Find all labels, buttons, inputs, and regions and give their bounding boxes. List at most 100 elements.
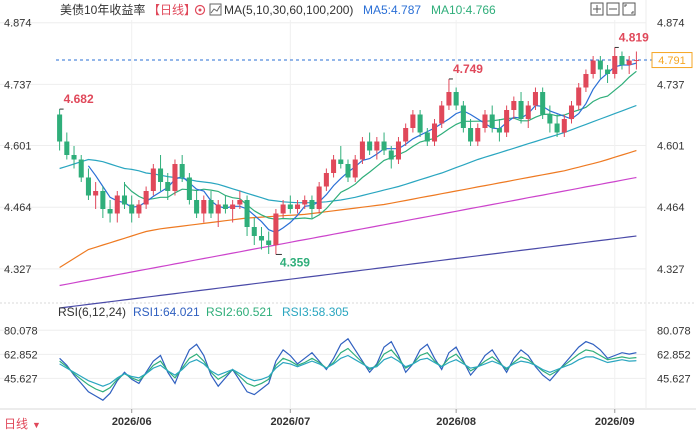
candle-body — [417, 114, 423, 133]
candle-body — [71, 155, 77, 160]
candle — [403, 123, 409, 146]
candle — [446, 78, 452, 110]
candle — [388, 146, 394, 169]
candle — [194, 191, 200, 218]
candle — [331, 155, 337, 178]
candle — [489, 105, 495, 133]
candle-body — [489, 114, 495, 128]
candle-body — [158, 168, 164, 182]
candle — [468, 119, 474, 146]
candle — [475, 123, 481, 146]
candle-body — [201, 200, 207, 214]
candlesticks — [57, 47, 639, 255]
candle-body — [280, 204, 286, 214]
candle-body — [57, 114, 63, 142]
candle — [280, 200, 286, 218]
candle — [374, 137, 380, 160]
ma60-line — [59, 149, 637, 269]
candle — [605, 65, 611, 83]
candle — [186, 173, 192, 205]
candle — [338, 146, 344, 169]
candle-body — [85, 177, 91, 196]
candle-body — [446, 92, 452, 106]
candle-body — [107, 209, 113, 214]
settings-icon[interactable] — [194, 4, 206, 16]
candle-body — [583, 74, 589, 88]
annotation-label: 4.359 — [280, 255, 310, 269]
x-tick-label: 2026/08 — [436, 416, 476, 428]
candle-body — [78, 159, 84, 178]
candle-body — [244, 200, 250, 227]
candle-body — [302, 200, 308, 205]
candle — [561, 114, 567, 137]
annotation-label: 4.819 — [619, 30, 649, 44]
candle-body — [352, 159, 358, 178]
candle — [237, 191, 243, 209]
candle-body — [597, 60, 603, 70]
x-tick-label: 2026/06 — [112, 416, 152, 428]
annotation-label: 4.749 — [453, 62, 483, 76]
candle — [395, 137, 401, 164]
candle-body — [273, 213, 279, 245]
candle-body — [129, 204, 135, 214]
rsi-label: RSI(6,12,24) — [58, 305, 126, 319]
candle-body — [532, 92, 538, 106]
ma200-line — [59, 235, 637, 309]
candle-body — [410, 114, 416, 128]
rsi-y-tick-left: 62.852 — [4, 349, 38, 361]
fullscreen-icon[interactable] — [622, 2, 636, 16]
candle — [410, 110, 416, 133]
candle — [309, 195, 315, 218]
candle-body — [576, 87, 582, 106]
candle — [295, 200, 301, 214]
candle — [460, 101, 466, 133]
ma10-value: MA10:4.766 — [431, 3, 496, 17]
candle-body — [150, 168, 156, 191]
candle — [230, 200, 236, 223]
candle — [496, 119, 502, 142]
y-tick-right: 4.464 — [657, 202, 685, 214]
candle — [568, 101, 575, 124]
candle — [165, 173, 171, 200]
y-tick-left: 4.737 — [4, 79, 32, 91]
candle-body — [165, 182, 171, 191]
candle-body — [367, 141, 373, 151]
candle-body — [547, 114, 553, 124]
candle-body — [424, 132, 430, 142]
candle-body — [258, 236, 265, 241]
candle — [93, 182, 99, 209]
last-price-value: 4.791 — [658, 55, 686, 67]
candle — [345, 159, 351, 182]
candle-body — [316, 186, 322, 209]
chart-title: 美债10年收益率 — [60, 2, 145, 17]
x-tick-label: 2026/07 — [270, 416, 310, 428]
zoom-in-icon[interactable] — [590, 2, 604, 16]
candle-body — [612, 56, 618, 74]
grid — [0, 0, 696, 413]
candle — [78, 155, 84, 182]
candle — [619, 51, 625, 70]
candle-body — [554, 123, 560, 133]
period-button[interactable]: 日线 ▼ — [4, 417, 41, 431]
candle — [273, 209, 279, 255]
period-label[interactable]: 【日线】 — [148, 3, 196, 17]
zoom-out-icon[interactable] — [606, 2, 620, 16]
y-tick-left: 4.464 — [4, 202, 32, 214]
candle-body — [121, 195, 128, 205]
candle-body — [136, 204, 142, 214]
candle — [158, 155, 164, 191]
candle-body — [359, 141, 365, 160]
candle — [504, 105, 510, 137]
ma5-value: MA5:4.787 — [363, 3, 421, 17]
annotations: 4.682 4.359 4.749 4.819 — [59, 30, 649, 269]
candle-body — [482, 114, 488, 128]
candle-body — [388, 150, 394, 160]
candle — [316, 182, 322, 214]
candle-body — [395, 141, 401, 160]
candle — [222, 195, 228, 214]
candle-body — [100, 191, 106, 209]
candle — [597, 56, 603, 79]
candle-body — [496, 128, 502, 133]
candle — [626, 56, 632, 74]
y-tick-right: 4.737 — [657, 79, 685, 91]
